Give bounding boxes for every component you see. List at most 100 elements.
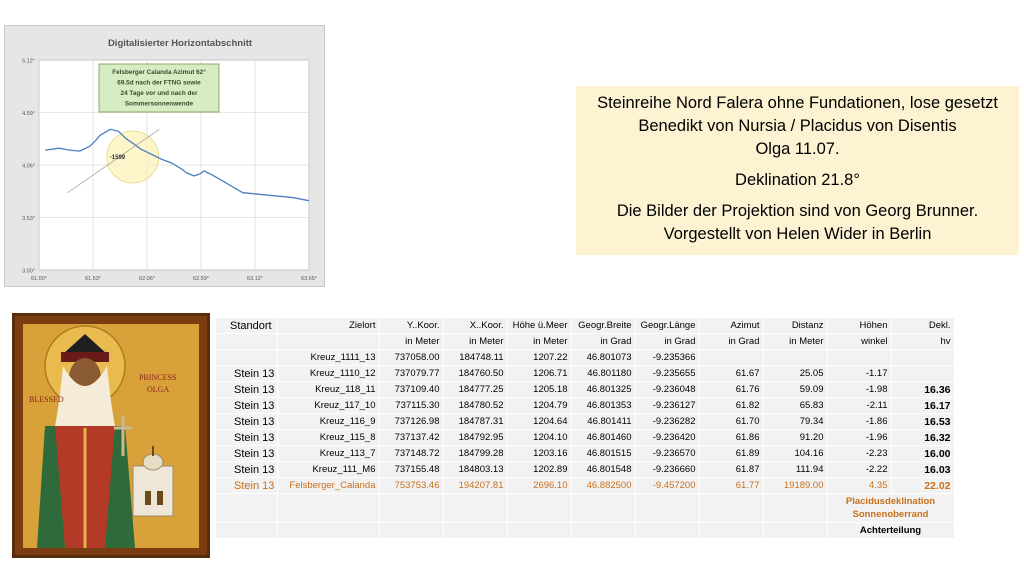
table-cell: 737115.30 <box>379 397 444 414</box>
table-cell: Stein 13 <box>216 413 278 430</box>
table-empty-cell <box>635 522 700 539</box>
crown-shape <box>63 334 107 354</box>
y-tick-label: 4.06° <box>22 164 35 170</box>
table-cell: 1206.71 <box>507 365 572 382</box>
table-cell: 46.801353 <box>571 397 636 414</box>
table-empty-cell <box>277 493 380 523</box>
table-footer-row-1: Placidusdeklination Sonnenoberrand <box>216 493 955 523</box>
chart-title: Digitalisierter Horizontabschnitt <box>108 38 253 49</box>
table-cell: 61.67 <box>699 365 764 382</box>
table-cell: 61.76 <box>699 381 764 398</box>
table-cell: -2.23 <box>827 445 892 462</box>
table-cell: -1.98 <box>827 381 892 398</box>
table-unit-cell <box>277 333 380 350</box>
info-line-1: Steinreihe Nord Falera ohne Fundationen,… <box>597 94 998 112</box>
info-line-5: Die Bilder der Projektion sind von Georg… <box>616 202 979 220</box>
table-cell: 1204.64 <box>507 413 572 430</box>
table-cell: 194207.81 <box>443 477 508 494</box>
highlight-circle <box>106 130 160 184</box>
table-header-cell: Geogr.Breite <box>571 318 636 334</box>
table-empty-cell <box>277 522 380 539</box>
table-header-cell: Höhen <box>827 318 892 334</box>
table-unit-cell: in Grad <box>571 333 636 350</box>
table-cell <box>891 365 955 382</box>
table-footer-row-2: Achterteilung <box>216 522 955 539</box>
table-empty-cell <box>699 493 764 523</box>
x-tick-label: 63.12° <box>247 276 263 282</box>
table-cell: -9.236048 <box>635 381 700 398</box>
azimuth-marker-line <box>67 129 160 194</box>
table-cell <box>699 349 764 366</box>
table-cell: 16.32 <box>891 429 955 446</box>
table-empty-cell <box>763 493 828 523</box>
callout-text-line: 69.5d nach der FTNG sowie <box>117 80 201 87</box>
table-cell: Stein 13 <box>216 461 278 478</box>
table-cell: Kreuz_115_8 <box>277 429 380 446</box>
table-cell: Kreuz_113_7 <box>277 445 380 462</box>
table-unit-cell <box>216 333 278 350</box>
table-cell: Stein 13 <box>216 381 278 398</box>
table-cell: 737137.42 <box>379 429 444 446</box>
table-cell: 61.87 <box>699 461 764 478</box>
table-cell: 61.82 <box>699 397 764 414</box>
table-cell: 1205.18 <box>507 381 572 398</box>
table-header-cell: Standort <box>216 318 278 334</box>
table-cell: 737079.77 <box>379 365 444 382</box>
info-line-3: Olga 11.07. <box>755 140 840 158</box>
table-unit-cell: in Grad <box>699 333 764 350</box>
table-empty-cell <box>216 493 278 523</box>
table-cell: 79.34 <box>763 413 828 430</box>
table-cell: 16.03 <box>891 461 955 478</box>
table-cell: 61.86 <box>699 429 764 446</box>
saint-olga-icon-drawing: BLESSED PRINCESS OLGA <box>23 324 199 548</box>
crown-band <box>61 352 109 362</box>
table-cell <box>763 349 828 366</box>
callout-box <box>98 63 220 113</box>
table-cell: 46.801180 <box>571 365 636 382</box>
table-header-cell: Dekl. <box>891 318 955 334</box>
table-cell: -9.236420 <box>635 429 700 446</box>
callout-text-line: 24 Tage vor und nach der <box>121 90 198 97</box>
church-window-2 <box>157 491 163 505</box>
table-cell: Stein 13 <box>216 445 278 462</box>
table-cell: 46.801548 <box>571 461 636 478</box>
table-row: Stein 13 Kreuz_117_10 737115.30 184780.52 12… <box>216 397 955 414</box>
table-cell: 184799.28 <box>443 445 508 462</box>
table-cell: 16.36 <box>891 381 955 398</box>
table-cell: 4.35 <box>827 477 892 494</box>
table-cell: 737109.40 <box>379 381 444 398</box>
veil-shape <box>55 366 115 426</box>
table-cell: -9.236282 <box>635 413 700 430</box>
table-cell: 737155.48 <box>379 461 444 478</box>
table-empty-cell <box>443 522 508 539</box>
table-cell: 1204.10 <box>507 429 572 446</box>
callout-text-line: Sommersonnenwende <box>125 101 194 108</box>
info-line-2: Benedikt von Nursia / Placidus von Disen… <box>638 117 957 135</box>
table-empty-cell <box>635 493 700 523</box>
data-table: Standort Zielort Y..Koor. X..Koor. Höhe ü.Me… <box>216 318 955 539</box>
icon-left-text: BLESSED <box>29 395 64 404</box>
x-tick-label: 61.00° <box>31 276 47 282</box>
achterteilung-label: Achterteilung <box>827 522 955 539</box>
table-row: Stein 13 Kreuz_113_7 737148.72 184799.28 120… <box>216 445 955 462</box>
y-tick-label: 4.59° <box>22 111 35 117</box>
church-dome <box>142 453 164 471</box>
table-row: Stein 13 Kreuz_118_11 737109.40 184777.25 12… <box>216 381 955 398</box>
table-cell: 184760.50 <box>443 365 508 382</box>
table-header-cell: Distanz <box>763 318 828 334</box>
church-window-1 <box>145 491 151 505</box>
table-cell: Kreuz_111_M6 <box>277 461 380 478</box>
table-cell: 184792.95 <box>443 429 508 446</box>
table-cell: 91.20 <box>763 429 828 446</box>
table-cell: -1.17 <box>827 365 892 382</box>
table-cell: 184803.13 <box>443 461 508 478</box>
table-empty-cell <box>216 522 278 539</box>
table-empty-cell <box>443 493 508 523</box>
table-empty-cell <box>379 493 444 523</box>
table-cell: Felsberger_Calanda <box>277 477 380 494</box>
x-tick-label: 63.65° <box>301 276 317 282</box>
table-cell: 753753.46 <box>379 477 444 494</box>
table-row: Stein 13 Kreuz_111_M6 737155.48 184803.13 12… <box>216 461 955 478</box>
table-empty-cell <box>507 522 572 539</box>
info-box: Steinreihe Nord Falera ohne Fundationen,… <box>576 86 1019 255</box>
